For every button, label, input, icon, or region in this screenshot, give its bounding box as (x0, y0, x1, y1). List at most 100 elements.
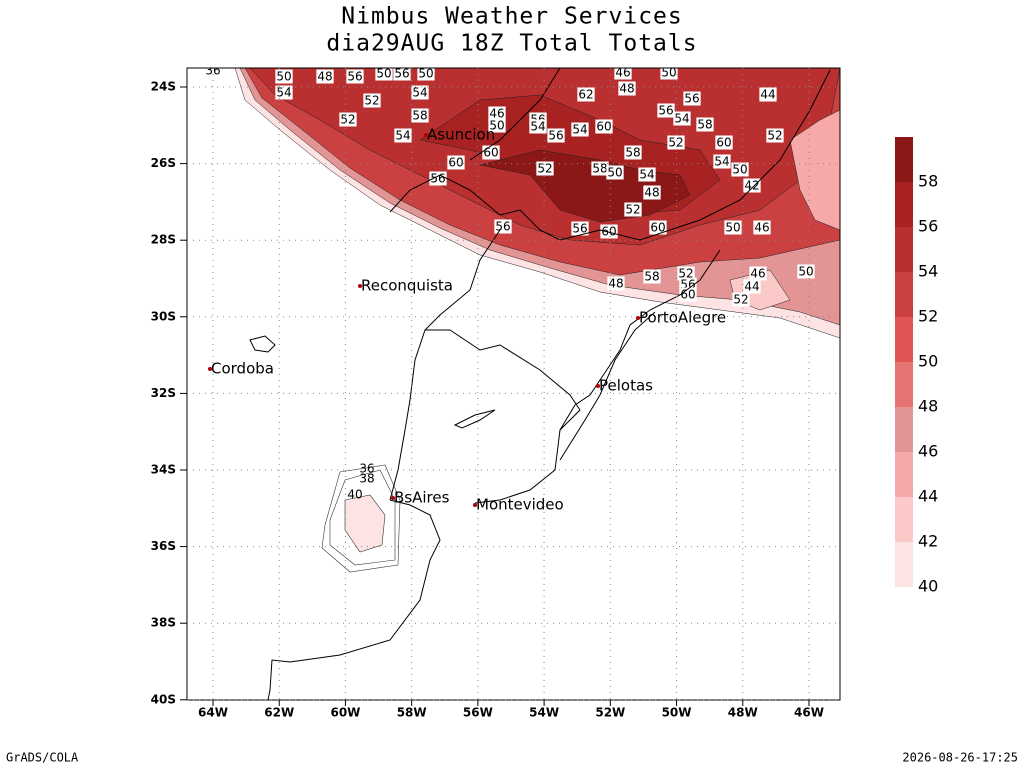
contour-label: 56 (394, 67, 409, 81)
contour-label: 56 (495, 220, 510, 234)
lat-tick-label: 28S (151, 233, 176, 247)
contour-label: 46 (615, 66, 630, 80)
contour-label-box (547, 128, 565, 143)
contour-label: 52 (733, 293, 748, 307)
footer-right: 2026-08-26-17:25 (902, 751, 1018, 765)
contour-label: 54 (276, 86, 291, 100)
contour-label-box (275, 85, 293, 100)
colorbar-label: 42 (918, 532, 938, 551)
contour-label: 46 (489, 107, 504, 121)
city-label: Pelotas (599, 377, 653, 395)
colorbar-label: 44 (918, 487, 938, 506)
contour-label: 54 (714, 155, 729, 169)
subtitle: dia29AUG 18Z Total Totals (326, 31, 697, 57)
coastlines (249, 68, 831, 700)
contour-label: 56 (548, 129, 563, 143)
shaded-band (344, 494, 386, 553)
contour-label: 46 (750, 267, 765, 281)
contour-label-box (411, 85, 429, 100)
contour-label: 60 (601, 225, 616, 239)
contour-label: 48 (317, 70, 332, 84)
lon-tick-label: 50W (662, 706, 692, 720)
lat-tick-label: 40S (151, 692, 176, 706)
city-dot (473, 503, 477, 507)
contour-label-box (394, 128, 412, 143)
contour-label: 58 (625, 146, 640, 160)
contour-label: 40 (347, 488, 362, 502)
contour-label-box (797, 264, 815, 279)
lon-tick-label: 64W (198, 706, 228, 720)
contour-label-box (624, 145, 642, 160)
contour-label: 54 (395, 129, 410, 143)
contour-label: 46 (754, 221, 769, 235)
contour-label-box (731, 162, 749, 177)
lat-tick-label: 26S (151, 156, 176, 170)
colorbar-segment (895, 317, 913, 362)
contour-label: 54 (530, 120, 545, 134)
contour-label: 58 (644, 270, 659, 284)
contour-label: 56 (572, 222, 587, 236)
contour-label: 58 (697, 118, 712, 132)
contour-label-box (339, 112, 357, 127)
contour-label: 56 (430, 172, 445, 186)
contour-label: 52 (340, 113, 355, 127)
colorbar-segment (895, 362, 913, 407)
contour-label: 50 (798, 265, 813, 279)
contour-label: 60 (448, 156, 463, 170)
contour-label: 58 (412, 109, 427, 123)
contour-label: 52 (364, 94, 379, 108)
lon-tick-label: 60W (330, 706, 360, 720)
title: Nimbus Weather Services (341, 4, 683, 30)
contour-label-box (417, 68, 435, 81)
city-dot (636, 316, 640, 320)
colorbar-segment (895, 452, 913, 497)
contour-label-box (595, 119, 613, 134)
contour-label: 52 (668, 136, 683, 150)
contour-label-box (607, 276, 625, 291)
contour-label: 56 (684, 92, 699, 106)
contour (329, 469, 396, 566)
colorbar-segment (895, 227, 913, 272)
contour-label: 50 (489, 119, 504, 133)
contour-label-box (624, 202, 642, 217)
contour-label-box (715, 135, 733, 150)
contour-label-box (677, 266, 695, 281)
contour-label-box (393, 68, 411, 81)
contour-label-box (529, 119, 547, 134)
contour-label: 60 (483, 146, 498, 160)
lat-tick-label: 24S (151, 80, 176, 94)
city-label: BsAires (394, 489, 450, 507)
contour-label-box (488, 118, 506, 133)
contour-label: 50 (376, 67, 391, 81)
lon-tick-label: 52W (595, 706, 625, 720)
contour-label: 38 (359, 472, 374, 486)
city-label: Cordoba (211, 360, 274, 378)
contour-label: 60 (680, 288, 695, 302)
contour-label: 50 (276, 70, 291, 84)
colorbar-label: 46 (918, 442, 938, 461)
contour-label-box (316, 69, 334, 84)
contour-label-box (638, 167, 656, 182)
colorbar-label: 54 (918, 262, 938, 281)
contour-label: 42 (744, 179, 759, 193)
contour-label-box (759, 87, 777, 102)
contour-label-box (766, 128, 784, 143)
contour-label: 62 (578, 88, 593, 102)
colorbar-label: 48 (918, 397, 938, 416)
footer-left: GrADS/COLA (6, 751, 79, 765)
map-frame (186, 67, 841, 701)
contour-label-box (447, 155, 465, 170)
city-label: Reconquista (361, 277, 453, 295)
contour-label-box (743, 279, 761, 294)
contour-label-box (411, 108, 429, 123)
contour-label-box (696, 117, 714, 132)
contour-label-box (494, 219, 512, 234)
contour-label-box (536, 161, 554, 176)
contour-label-box (643, 185, 661, 200)
contour-label-box (749, 266, 767, 281)
shaded-field: 3650485650565054525452545860564650565460… (204, 66, 840, 573)
contour-label-box (673, 111, 691, 126)
contour-label-box (679, 287, 697, 302)
colorbar-label: 50 (918, 352, 938, 371)
contour-label: 50 (418, 67, 433, 81)
